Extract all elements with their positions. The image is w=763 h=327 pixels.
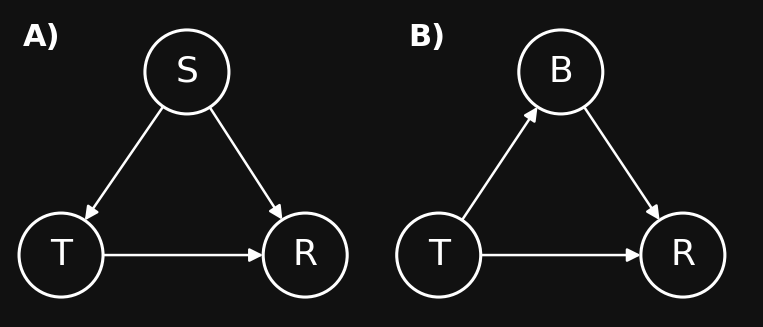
Ellipse shape xyxy=(145,30,229,114)
Text: T: T xyxy=(50,238,72,272)
Text: T: T xyxy=(428,238,449,272)
Text: A): A) xyxy=(23,23,60,52)
Ellipse shape xyxy=(397,213,481,297)
Text: B: B xyxy=(549,55,573,89)
Ellipse shape xyxy=(263,213,347,297)
Ellipse shape xyxy=(519,30,603,114)
Ellipse shape xyxy=(641,213,725,297)
Text: B): B) xyxy=(408,23,446,52)
Text: R: R xyxy=(293,238,317,272)
Text: R: R xyxy=(671,238,695,272)
Ellipse shape xyxy=(19,213,103,297)
Text: S: S xyxy=(175,55,198,89)
